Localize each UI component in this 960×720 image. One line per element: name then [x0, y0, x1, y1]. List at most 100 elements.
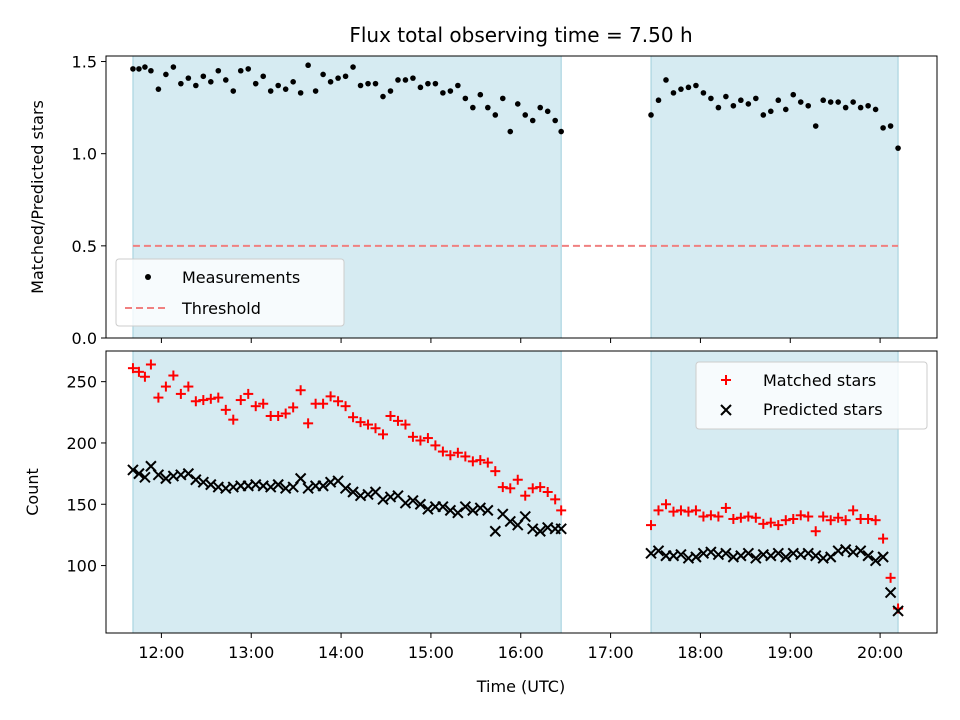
measurement-point	[155, 86, 162, 92]
x-tick-label: 12:00	[138, 643, 184, 662]
measurement-point	[730, 102, 737, 109]
predicted-star-point	[317, 480, 329, 492]
bottom-y-ticks: 100 150 200 250	[66, 373, 106, 576]
measurement-point	[357, 82, 364, 89]
matched-star-point	[885, 572, 896, 583]
measurement-point	[715, 104, 722, 111]
measurement-point	[410, 75, 416, 81]
measurement-point	[760, 112, 767, 118]
matched-star-point	[235, 395, 246, 406]
measurement-point	[245, 66, 252, 72]
top-panel: 0.0 0.5 1.0 1.5 Matched/Predicted stars Mea…	[28, 53, 938, 348]
x-tick-label: 15:00	[408, 643, 454, 662]
matched-star-point	[198, 395, 209, 406]
top-axes-frame	[105, 55, 938, 339]
predicted-star-point	[772, 547, 784, 560]
predicted-star-point	[407, 494, 419, 507]
measurement-point	[827, 99, 834, 105]
x-tick-label: 16:00	[498, 643, 544, 662]
measurement-point	[327, 79, 334, 85]
measurement-point	[723, 93, 729, 100]
matched-star-point	[378, 429, 388, 440]
matched-star-point	[325, 391, 336, 402]
predicted-star-point	[444, 504, 457, 517]
matched-star-point	[348, 412, 359, 423]
measurement-point	[267, 88, 274, 94]
matched-star-point	[512, 474, 523, 485]
predicted-star-point	[802, 547, 814, 560]
predicted-star-point	[205, 478, 217, 491]
measurement-point	[887, 123, 894, 129]
measurement-point	[208, 79, 214, 85]
measurement-point	[477, 91, 484, 98]
predicted-star-point	[839, 543, 852, 556]
predicted-star-point	[399, 497, 412, 509]
predicted-star-point	[877, 551, 889, 563]
matched-star-point	[228, 414, 239, 425]
y-tick-label: 100	[66, 557, 97, 576]
measurement-point	[812, 123, 819, 129]
matched-star-point	[497, 482, 508, 493]
measurement-point	[230, 88, 237, 94]
matched-star-point	[213, 392, 224, 403]
measurement-point	[282, 86, 289, 92]
measurement-point	[552, 117, 558, 124]
matched-star-point	[743, 511, 754, 522]
predicted-star-point	[482, 504, 494, 517]
matched-star-point	[273, 410, 284, 421]
measurement-point	[170, 64, 177, 70]
matched-star-point	[758, 518, 769, 529]
matched-star-point	[646, 520, 657, 531]
matched-star-point	[818, 511, 829, 522]
predicted-star-point	[527, 523, 539, 535]
x-tick-label: 19:00	[767, 643, 813, 662]
matched-star-point	[720, 502, 731, 513]
measurement-point	[402, 77, 409, 83]
measurement-point	[200, 73, 207, 80]
x-tick-label: 17:00	[588, 643, 634, 662]
matched-star-point	[295, 385, 306, 396]
matched-star-point	[153, 392, 164, 403]
measurement-point	[835, 99, 841, 105]
matched-star-point	[878, 533, 889, 544]
measurement-point	[485, 104, 491, 111]
measurement-point	[522, 112, 529, 118]
matched-star-point	[333, 396, 344, 407]
predicted-star-point	[133, 467, 145, 480]
y-tick-label: 1.0	[72, 145, 97, 164]
predicted-star-point	[892, 605, 904, 617]
measurement-point	[655, 97, 662, 104]
measurement-point	[380, 93, 386, 100]
matched-star-point	[795, 510, 806, 521]
predicted-star-point	[765, 550, 777, 562]
predicted-star-point	[459, 501, 472, 513]
matched-star-point	[160, 381, 171, 392]
measurement-point	[130, 66, 136, 72]
x-tick-label: 14:00	[318, 643, 364, 662]
matched-star-point	[870, 515, 881, 526]
matched-star-point	[190, 396, 201, 407]
predicted-star-point	[862, 550, 874, 562]
top-data-points	[130, 62, 901, 151]
shaded-interval	[650, 55, 899, 339]
measurement-point	[440, 90, 446, 96]
matched-star-point	[848, 505, 859, 516]
predicted-star-point	[474, 502, 487, 514]
bottom-x-ticks: 12:00 13:00 14:00 15:00 16:00 17:00 18:00 19:00…	[138, 633, 903, 662]
predicted-star-point	[489, 525, 502, 537]
predicted-star-point	[735, 550, 747, 562]
matched-star-point	[773, 520, 784, 531]
measurement-point	[222, 77, 229, 83]
matched-star-point	[467, 456, 478, 467]
measurement-point	[136, 66, 142, 72]
matched-star-point	[475, 455, 486, 466]
measurement-point	[738, 97, 744, 104]
y-tick-label: 1.5	[72, 53, 97, 72]
measurement-point	[685, 84, 692, 91]
matched-star-point	[288, 402, 299, 413]
measurement-point	[768, 108, 774, 115]
measurement-point	[537, 104, 544, 111]
top-legend-box	[115, 258, 345, 327]
predicted-star-point	[467, 504, 479, 517]
matched-star-point	[840, 515, 851, 526]
